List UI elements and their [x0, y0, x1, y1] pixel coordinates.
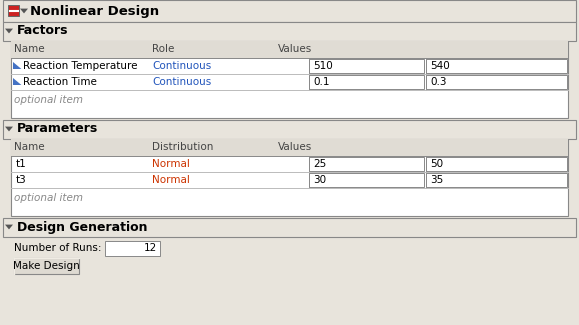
Text: Design Generation: Design Generation: [17, 220, 148, 233]
Bar: [426, 173, 567, 187]
Polygon shape: [13, 62, 21, 69]
Text: Nonlinear Design: Nonlinear Design: [30, 5, 159, 18]
Text: optional item: optional item: [14, 193, 83, 203]
Text: Reaction Time: Reaction Time: [23, 77, 97, 87]
Bar: [309, 173, 424, 187]
Text: Continuous: Continuous: [152, 61, 211, 71]
Text: Continuous: Continuous: [152, 77, 211, 87]
Bar: [11, 139, 568, 156]
Text: Normal: Normal: [152, 175, 190, 185]
Text: t1: t1: [16, 159, 27, 169]
Text: Number of Runs:: Number of Runs:: [14, 243, 101, 253]
Bar: [3, 0, 576, 22]
Bar: [14, 258, 79, 274]
Text: 30: 30: [313, 175, 326, 185]
Text: Values: Values: [278, 44, 312, 54]
Bar: [11, 41, 568, 118]
Polygon shape: [5, 225, 13, 229]
Bar: [309, 59, 424, 73]
Text: Name: Name: [14, 44, 45, 54]
Text: 0.1: 0.1: [313, 77, 329, 87]
Polygon shape: [5, 29, 13, 33]
Polygon shape: [13, 78, 21, 85]
Text: Role: Role: [152, 44, 174, 54]
Text: Make Design: Make Design: [13, 261, 79, 271]
Bar: [3, 22, 576, 41]
Text: Name: Name: [14, 142, 45, 152]
Text: 0.3: 0.3: [430, 77, 446, 87]
Text: Parameters: Parameters: [17, 123, 98, 136]
Text: 25: 25: [313, 159, 326, 169]
Text: Values: Values: [278, 142, 312, 152]
Bar: [309, 75, 424, 89]
Text: Reaction Temperature: Reaction Temperature: [23, 61, 137, 71]
Text: 510: 510: [313, 61, 333, 71]
Text: Distribution: Distribution: [152, 142, 214, 152]
Polygon shape: [20, 8, 28, 13]
Bar: [8, 5, 19, 16]
Text: 12: 12: [144, 243, 157, 253]
Bar: [426, 59, 567, 73]
Text: Normal: Normal: [152, 159, 190, 169]
Text: 540: 540: [430, 61, 450, 71]
Bar: [105, 241, 160, 256]
Bar: [426, 75, 567, 89]
Text: optional item: optional item: [14, 95, 83, 105]
Bar: [11, 139, 568, 216]
Bar: [309, 157, 424, 171]
Text: Factors: Factors: [17, 24, 68, 37]
Bar: [426, 157, 567, 171]
Text: t3: t3: [16, 175, 27, 185]
Text: 50: 50: [430, 159, 443, 169]
Text: 35: 35: [430, 175, 444, 185]
Bar: [11, 41, 568, 58]
Bar: [3, 120, 576, 139]
Bar: [3, 218, 576, 237]
Polygon shape: [5, 127, 13, 131]
